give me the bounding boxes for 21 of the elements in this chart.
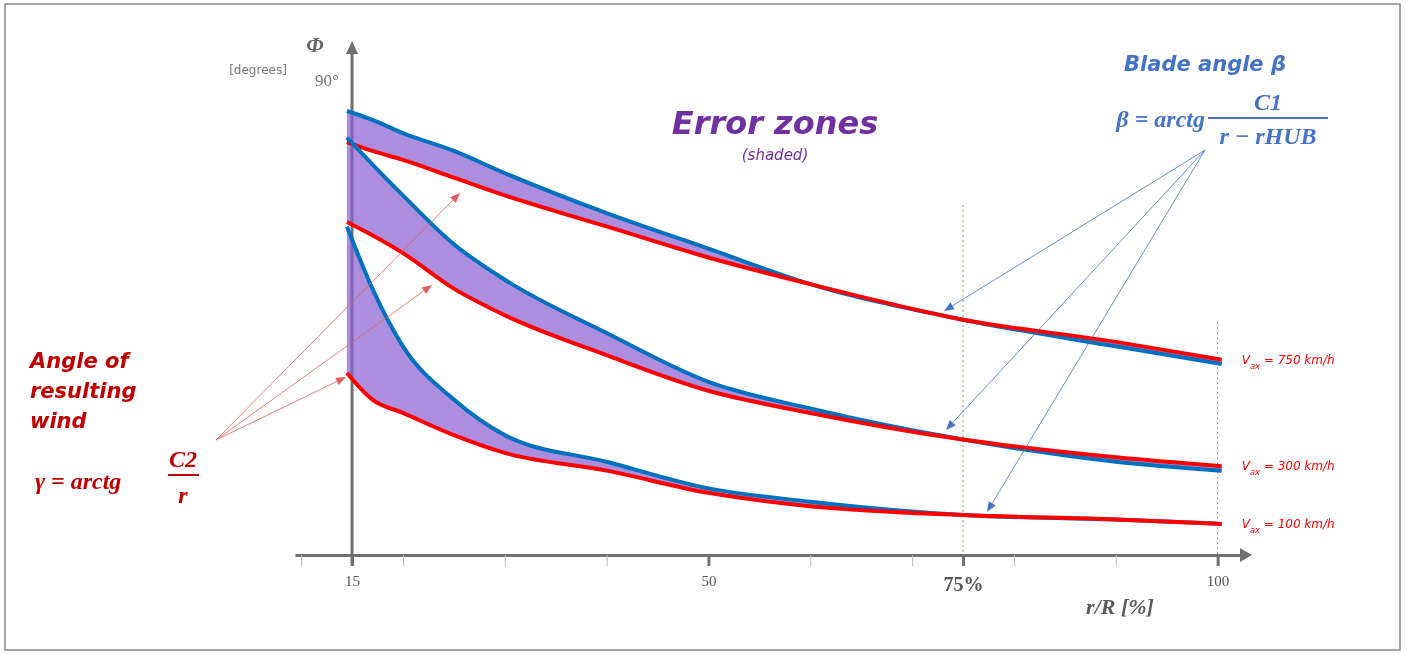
annotation: Error zones bbox=[671, 104, 879, 142]
x-tick-label: 15 bbox=[345, 572, 361, 589]
annotation: β = arctg bbox=[1115, 106, 1205, 132]
text: C2 bbox=[168, 446, 198, 472]
text: 90° bbox=[315, 71, 339, 90]
x-tick-label: 75% bbox=[943, 573, 984, 595]
x-axis-title: r/R [%] bbox=[1086, 594, 1154, 619]
text: [degrees] bbox=[229, 63, 287, 77]
annotation: r − rHUB bbox=[1219, 123, 1317, 149]
text: r bbox=[178, 482, 189, 508]
series-label: V$_{ax}$ = 750 km/h bbox=[1241, 352, 1335, 371]
text: Blade angle β bbox=[1124, 52, 1286, 76]
text: γ = arctg bbox=[35, 468, 122, 494]
text: C1 bbox=[1253, 89, 1283, 115]
series-label: V$_{ax}$ = 100 km/h bbox=[1241, 516, 1335, 535]
series-label: V$_{ax}$ = 300 km/h bbox=[1241, 459, 1335, 478]
annotation: (shaded) bbox=[741, 146, 809, 164]
text: Angle of resulting wind bbox=[28, 349, 137, 433]
x-tick-label: 100 bbox=[1206, 572, 1230, 589]
x-tick-label: 50 bbox=[701, 572, 717, 589]
y-axis-title: Φ bbox=[306, 32, 324, 57]
